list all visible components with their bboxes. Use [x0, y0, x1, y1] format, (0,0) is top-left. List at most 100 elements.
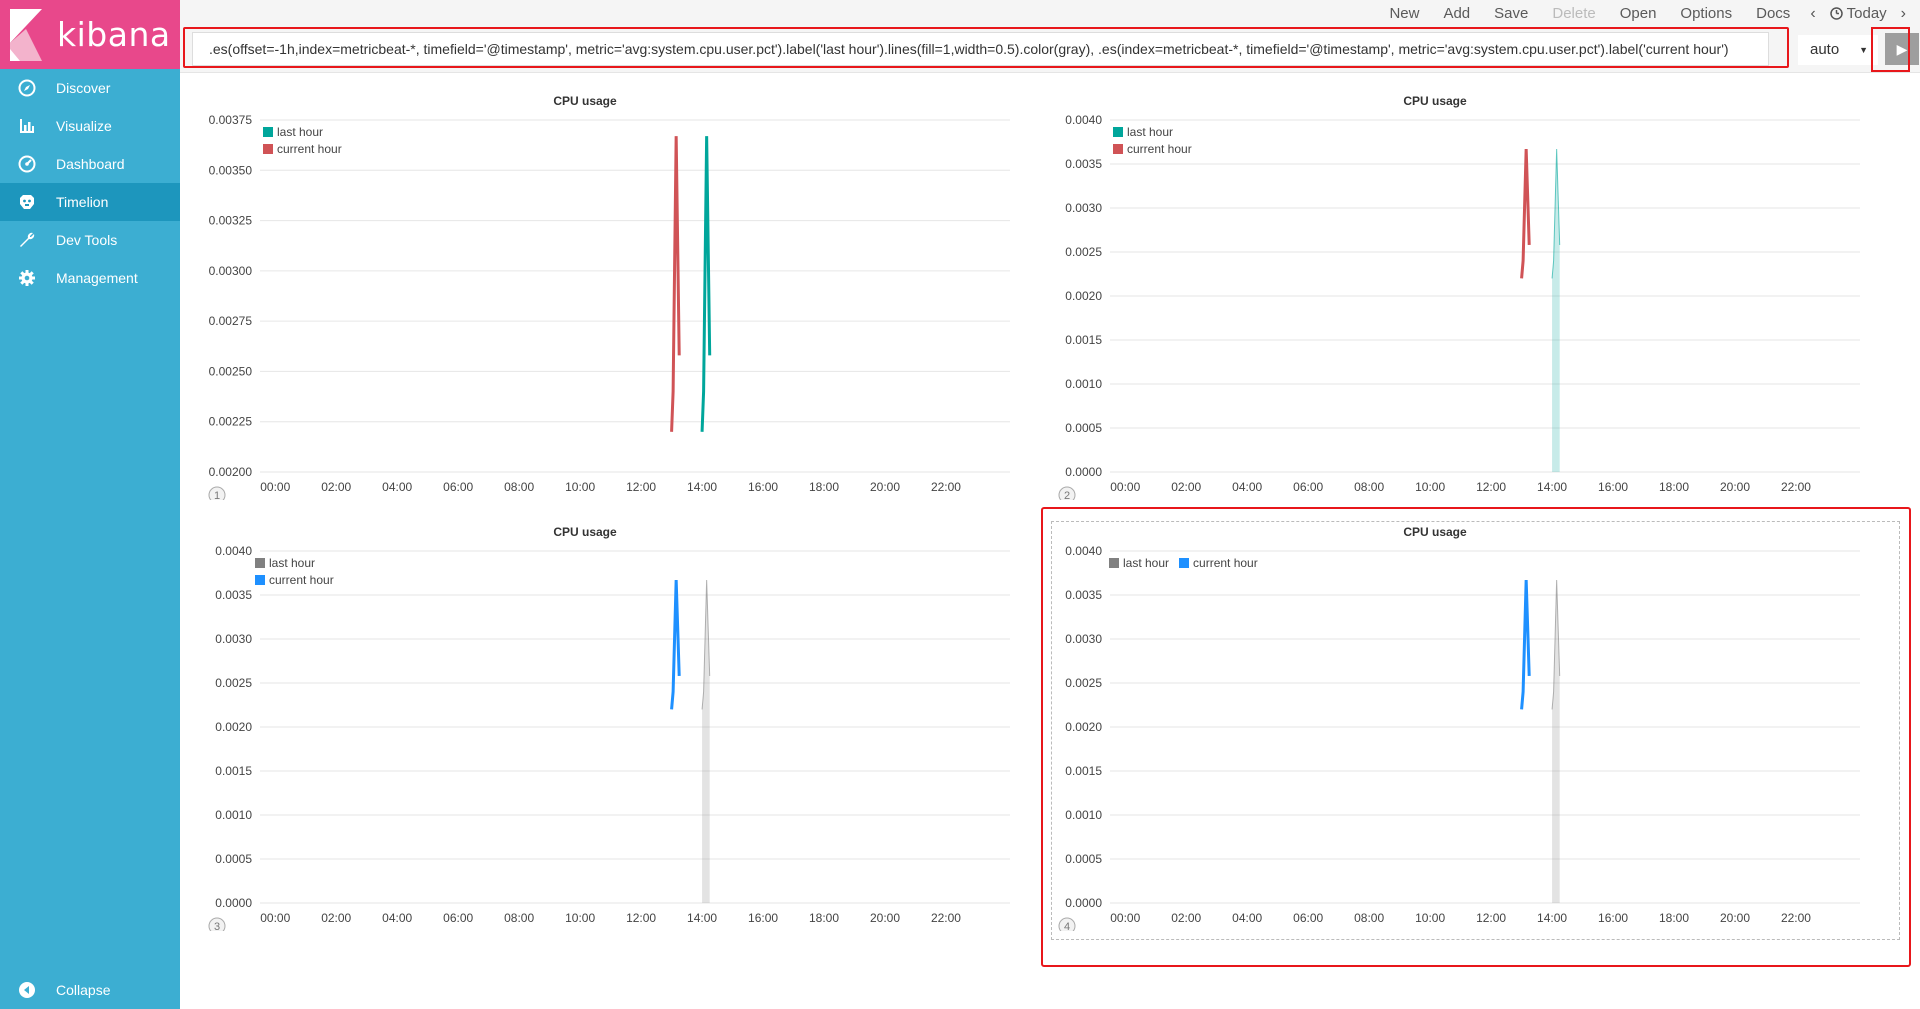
- chart-legend: last hour current hour: [255, 554, 334, 588]
- chart-svg: CPU usage 0.0000 0.0005 0.0010 0.0015 0.0020 0…: [208, 525, 1010, 931]
- legend-label: last hour: [269, 555, 316, 570]
- sidebar-item-label: Dev Tools: [56, 232, 118, 248]
- legend-item[interactable]: current hour: [1113, 140, 1192, 157]
- legend-label: last hour: [277, 124, 324, 139]
- bar-chart-icon: [16, 115, 38, 137]
- app-name: kibana: [57, 15, 171, 54]
- chart-panel-1[interactable]: CPU usage 0.00200 0.00225 0.00250 0.00275 0.0…: [195, 80, 1045, 500]
- chart-title: CPU usage: [1403, 525, 1467, 539]
- legend-item[interactable]: last hour: [1113, 123, 1192, 140]
- new-button[interactable]: New: [1389, 5, 1420, 22]
- time-picker[interactable]: Today: [1829, 5, 1887, 22]
- interval-value: auto: [1810, 41, 1840, 58]
- x-tick-label: 14:00: [1537, 911, 1567, 925]
- x-tick-label: 22:00: [931, 911, 961, 925]
- expression-bar: .es(offset=-1h,index=metricbeat-*, timef…: [180, 27, 1920, 73]
- open-button[interactable]: Open: [1619, 5, 1657, 22]
- save-button[interactable]: Save: [1494, 5, 1529, 22]
- series-line: [700, 136, 712, 432]
- legend-item[interactable]: current hour: [263, 140, 342, 157]
- svg-text:4: 4: [1064, 921, 1070, 931]
- x-tick-label: 08:00: [1354, 911, 1384, 925]
- kibana-logo[interactable]: kibana: [0, 0, 180, 69]
- sidebar-item-visualize[interactable]: Visualize: [0, 107, 180, 145]
- legend-swatch: [1113, 143, 1123, 154]
- x-tick-label: 00:00: [260, 911, 290, 925]
- legend-item[interactable]: current hour: [255, 571, 334, 588]
- sidebar-item-management[interactable]: Management: [0, 259, 180, 297]
- legend-swatch: [255, 557, 265, 568]
- chart-title: CPU usage: [553, 94, 617, 108]
- chevron-right-icon[interactable]: ›: [1900, 4, 1906, 22]
- legend-item[interactable]: last hour: [255, 554, 334, 571]
- panel-number-badge: 4: [1058, 917, 1076, 931]
- x-tick-label: 22:00: [931, 480, 961, 494]
- legend-swatch: [1179, 557, 1190, 568]
- legend-label: last hour: [1127, 124, 1174, 139]
- y-tick-label: 0.0040: [1065, 544, 1102, 558]
- y-tick-label: 0.0015: [1065, 764, 1102, 778]
- chart-title: CPU usage: [553, 525, 617, 539]
- legend-swatch: [263, 126, 273, 137]
- y-tick-label: 0.00275: [209, 314, 253, 328]
- series-line: [670, 579, 681, 710]
- y-tick-label: 0.0005: [1065, 421, 1102, 435]
- x-tick-label: 20:00: [1720, 480, 1750, 494]
- y-tick-label: 0.00375: [209, 113, 253, 127]
- x-tick-label: 14:00: [687, 480, 717, 494]
- chevron-left-icon[interactable]: ‹: [1810, 4, 1816, 22]
- svg-text:3: 3: [214, 921, 220, 931]
- sidebar-item-dashboard[interactable]: Dashboard: [0, 145, 180, 183]
- chart-panel-4[interactable]: CPU usage 0.0000 0.0005 0.0010 0.0015 0.0020 0…: [1045, 511, 1895, 931]
- x-tick-label: 10:00: [565, 911, 595, 925]
- interval-select[interactable]: auto ▼: [1798, 35, 1878, 65]
- series-line: [1520, 148, 1531, 279]
- top-menu: New Add Save Delete Open Options Docs ‹ …: [180, 0, 1920, 27]
- series-line: [1551, 149, 1561, 279]
- add-button[interactable]: Add: [1443, 5, 1471, 22]
- chart-panel-3[interactable]: CPU usage 0.0000 0.0005 0.0010 0.0015 0.0020 0…: [195, 511, 1045, 931]
- options-button[interactable]: Options: [1680, 5, 1733, 22]
- y-tick-label: 0.0030: [215, 632, 252, 646]
- legend-label: current hour: [277, 141, 342, 156]
- x-tick-label: 08:00: [504, 911, 534, 925]
- sidebar-item-timelion[interactable]: Timelion: [0, 183, 180, 221]
- collapse-icon: [16, 979, 38, 1001]
- sidebar-item-dev-tools[interactable]: Dev Tools: [0, 221, 180, 259]
- chart-title: CPU usage: [1403, 94, 1467, 108]
- y-tick-label: 0.0000: [1065, 465, 1102, 479]
- x-tick-label: 06:00: [1293, 480, 1323, 494]
- y-tick-label: 0.0030: [1065, 632, 1102, 646]
- y-tick-label: 0.0020: [1065, 289, 1102, 303]
- x-tick-label: 08:00: [1354, 480, 1384, 494]
- svg-text:1: 1: [214, 490, 220, 500]
- x-tick-label: 00:00: [1110, 911, 1140, 925]
- y-tick-label: 0.00325: [209, 214, 253, 228]
- y-tick-label: 0.0010: [1065, 808, 1102, 822]
- chart-legend: last hour current hour: [1109, 554, 1268, 571]
- x-tick-label: 10:00: [565, 480, 595, 494]
- x-tick-label: 18:00: [1659, 911, 1689, 925]
- sidebar-item-discover[interactable]: Discover: [0, 69, 180, 107]
- time-label: Today: [1846, 5, 1887, 22]
- x-tick-label: 08:00: [504, 480, 534, 494]
- collapse-button[interactable]: Collapse: [0, 971, 180, 1009]
- sidebar-item-label: Discover: [56, 80, 111, 96]
- legend-item[interactable]: last hour: [1109, 554, 1169, 571]
- delete-button[interactable]: Delete: [1552, 5, 1596, 22]
- chart-panel-2[interactable]: CPU usage 0.0000 0.0005 0.0010 0.0015 0.0020 0…: [1045, 80, 1895, 500]
- series-area: [1552, 580, 1560, 903]
- x-tick-label: 10:00: [1415, 911, 1445, 925]
- legend-swatch: [263, 143, 273, 154]
- x-tick-label: 16:00: [1598, 480, 1628, 494]
- legend-item[interactable]: current hour: [1179, 554, 1258, 571]
- run-button[interactable]: ▶: [1885, 33, 1919, 65]
- x-tick-label: 12:00: [1476, 911, 1506, 925]
- y-tick-label: 0.0000: [215, 896, 252, 910]
- docs-button[interactable]: Docs: [1756, 5, 1791, 22]
- sidebar-item-label: Visualize: [56, 118, 112, 134]
- expression-input[interactable]: .es(offset=-1h,index=metricbeat-*, timef…: [192, 32, 1769, 66]
- series-area: [1552, 149, 1560, 472]
- sidebar-item-label: Management: [56, 270, 138, 286]
- legend-item[interactable]: last hour: [263, 123, 342, 140]
